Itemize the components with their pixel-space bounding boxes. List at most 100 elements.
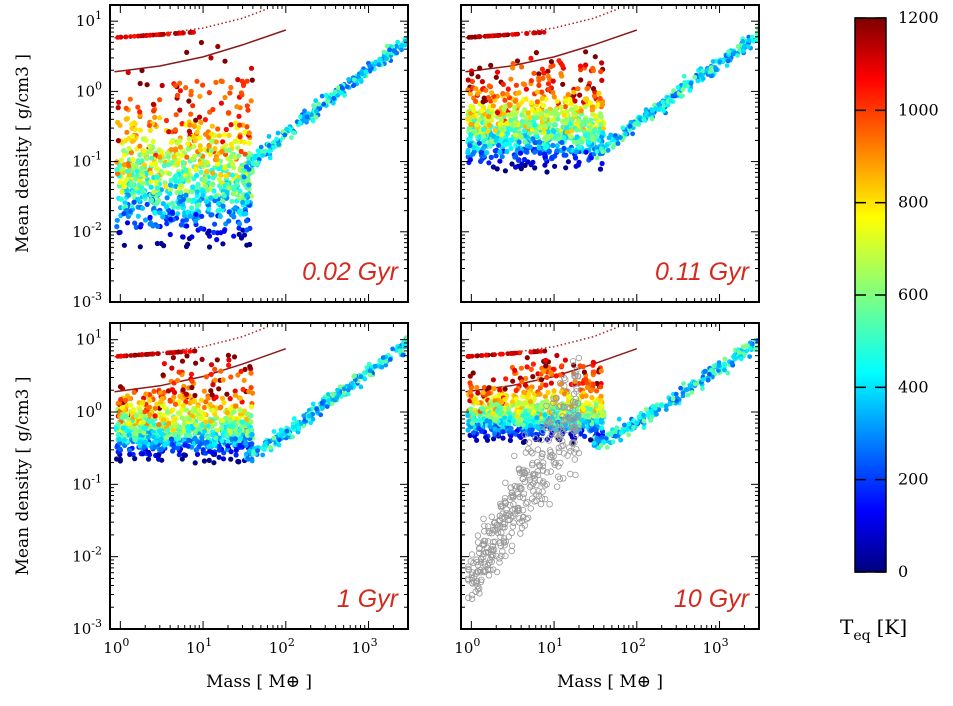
data-point [329,391,335,397]
data-point [541,70,547,76]
data-point [238,368,244,374]
data-point [128,353,134,358]
data-point [157,154,163,160]
data-point [661,108,667,114]
data-point [192,348,198,354]
data-point [221,132,227,138]
data-point [588,406,594,412]
data-point [536,75,542,81]
data-point [247,448,252,454]
data-point [268,444,273,450]
data-point [497,149,503,155]
data-point [124,177,130,183]
data-point [561,112,567,118]
data-point [550,78,556,84]
data-point [518,134,524,140]
data-point [115,432,121,438]
data-point [166,129,172,135]
data-point [555,111,561,117]
data-point [509,137,515,143]
data-point [470,151,476,157]
data-point [186,98,192,104]
data-point [493,137,499,143]
data-point [550,89,556,96]
data-point [518,433,525,439]
data-point [476,140,482,146]
data-point [228,122,234,128]
data-point [173,112,179,118]
data-point [583,393,589,399]
data-point [122,184,128,190]
data-point [151,189,157,195]
data-point [206,90,212,96]
data-point [546,121,552,127]
data-point [489,402,495,408]
data-point [290,424,296,430]
data-point [594,380,600,387]
data-point [168,436,175,442]
data-point [161,417,167,423]
data-point [201,458,207,464]
data-point [176,430,182,436]
data-point [351,77,357,82]
data-point [485,95,491,101]
data-point [583,62,589,68]
data-point [289,135,294,141]
data-point [515,417,522,423]
data-point [571,139,578,145]
data-point [519,112,525,118]
data-point [152,405,159,411]
data-point [384,43,390,49]
data-point [508,127,515,133]
data-point [512,367,518,373]
data-point [563,152,569,158]
data-point [204,169,210,175]
data-point [467,389,473,395]
data-point [137,143,143,149]
data-point [141,395,147,401]
data-point [245,107,251,113]
data-point [501,124,507,131]
plot-area [114,8,408,250]
data-point [235,372,241,378]
data-point [497,158,503,164]
data-point [136,189,142,195]
data-point [226,209,232,215]
data-point [196,124,202,131]
data-point [509,122,515,128]
data-point [529,431,535,438]
data-point [302,108,307,114]
data-point [581,406,587,412]
data-point [397,348,403,354]
data-point [176,452,182,458]
data-point [271,145,277,150]
plot-area [464,326,759,602]
data-point [180,402,186,409]
data-point [190,103,196,109]
data-point [311,103,316,108]
data-point [151,422,158,428]
data-point [214,156,220,162]
data-point [532,122,538,128]
data-point [479,79,485,85]
data-point [235,138,241,144]
data-point [243,164,249,170]
data-point [233,120,239,126]
data-point [591,413,597,419]
data-point [166,31,172,37]
data-point [471,107,477,113]
y-tick-label: 100 [76,400,102,421]
data-point [534,99,541,105]
data-point [241,174,247,180]
data-point [465,427,471,433]
data-point [148,184,154,190]
data-point [584,118,590,124]
data-point [538,377,545,383]
data-point [167,398,173,404]
data-point [226,218,232,224]
data-point [568,101,574,107]
data-point [507,437,513,443]
data-point [178,222,184,228]
data-point [598,409,605,415]
data-point [477,134,483,140]
